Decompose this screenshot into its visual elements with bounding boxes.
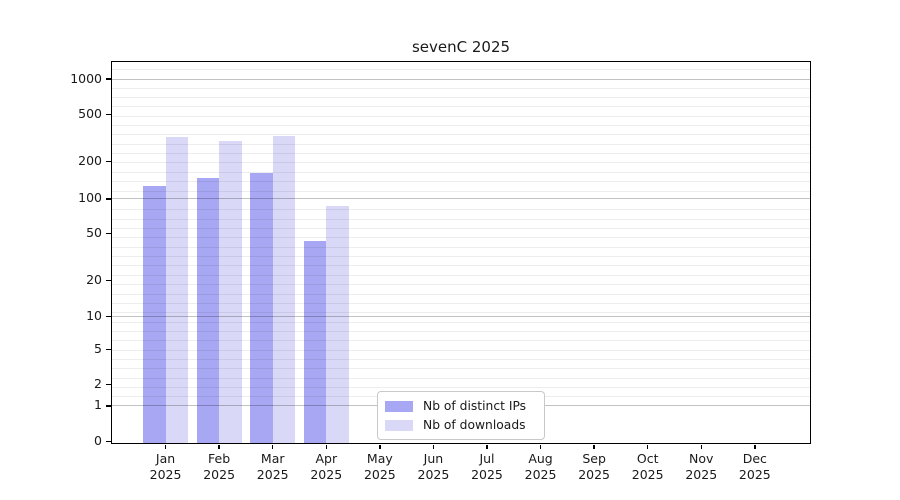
y-tick-mark — [106, 280, 111, 282]
x-tick-mark — [325, 444, 327, 449]
legend-label-downloads: Nb of downloads — [423, 418, 526, 432]
x-tick-mark — [486, 444, 488, 449]
x-tick-year: 2025 — [631, 467, 664, 482]
x-tick-year: 2025 — [738, 467, 771, 482]
x-tick-label: Aug 2025 — [511, 451, 571, 483]
y-tick-mark — [106, 440, 111, 443]
y-tick-label: 5 — [94, 340, 102, 356]
y-tick-label: 10 — [86, 307, 102, 323]
bar-downloads — [165, 137, 189, 443]
x-tick-year: 2025 — [685, 467, 718, 482]
y-tick-mark — [106, 315, 111, 318]
minor-gridline — [112, 68, 810, 70]
x-tick-label: Jan 2025 — [136, 451, 196, 483]
minor-gridline — [112, 143, 810, 145]
x-tick-label: Jul 2025 — [457, 451, 517, 483]
x-tick-year: 2025 — [363, 467, 396, 482]
x-tick-mark — [379, 444, 381, 449]
legend-swatch-distinct-ips — [385, 400, 413, 412]
x-tick-year: 2025 — [256, 467, 289, 482]
y-tick-label: 50 — [86, 225, 102, 241]
y-tick-mark — [106, 348, 111, 350]
minor-gridline — [112, 96, 810, 98]
x-tick-mark — [700, 444, 702, 449]
x-tick-mark — [432, 444, 435, 449]
y-tick-mark — [106, 405, 111, 407]
chart-title: sevenC 2025 — [411, 38, 511, 56]
y-tick-mark — [106, 232, 111, 235]
bar-distinct-ips — [196, 177, 220, 443]
x-tick-year: 2025 — [524, 467, 557, 482]
bar-distinct-ips — [250, 173, 273, 443]
x-tick-mark — [646, 444, 649, 449]
x-tick-mark — [754, 444, 756, 449]
x-tick-label: Apr 2025 — [296, 451, 356, 483]
y-tick-label: 1000 — [70, 70, 102, 86]
minor-gridline — [112, 153, 810, 155]
x-tick-year: 2025 — [310, 467, 343, 482]
x-tick-label: May 2025 — [350, 451, 410, 483]
legend-item-distinct-ips: Nb of distinct IPs — [385, 399, 534, 413]
y-tick-label: 500 — [78, 105, 102, 121]
legend: Nb of distinct IPs Nb of downloads — [377, 391, 545, 440]
legend-label-distinct-ips: Nb of distinct IPs — [423, 399, 527, 413]
y-tick-mark — [106, 113, 111, 116]
x-tick-mark — [164, 444, 167, 449]
x-tick-label: Dec 2025 — [725, 451, 785, 483]
x-tick-mark — [218, 444, 220, 449]
x-tick-year: 2025 — [203, 467, 236, 482]
legend-item-downloads: Nb of downloads — [385, 418, 534, 432]
y-tick-label: 100 — [78, 190, 102, 206]
minor-gridline — [112, 106, 810, 108]
x-tick-label: Feb 2025 — [189, 451, 249, 483]
bar-distinct-ips — [143, 186, 166, 443]
x-tick-label: Jun 2025 — [403, 451, 463, 483]
minor-gridline — [112, 87, 810, 89]
y-tick-mark — [106, 383, 111, 385]
x-tick-mark — [539, 444, 542, 449]
x-tick-label: Mar 2025 — [243, 451, 303, 483]
y-tick-mark — [106, 160, 111, 163]
y-tick-label: 200 — [78, 153, 102, 169]
x-tick-label: Oct 2025 — [618, 451, 678, 483]
bar-downloads — [219, 140, 242, 443]
legend-swatch-downloads — [385, 419, 413, 431]
x-tick-mark — [593, 444, 595, 449]
bar-downloads — [272, 135, 296, 443]
x-tick-label: Sep 2025 — [564, 451, 624, 483]
minor-gridline — [112, 134, 810, 136]
y-tick-label: 1 — [94, 397, 102, 413]
minor-gridline — [112, 162, 810, 164]
x-tick-year: 2025 — [417, 467, 450, 482]
x-tick-year: 2025 — [471, 467, 503, 482]
plot-inner: 0 1 2 5 10 20 50 100 200 500 1000 Jan 2025 Feb 2025 Mar… — [70, 62, 810, 482]
y-tick-label: 20 — [86, 272, 102, 288]
x-tick-label: Nov 2025 — [671, 451, 731, 483]
y-tick-mark — [106, 78, 111, 80]
x-tick-mark — [272, 444, 274, 449]
bar-distinct-ips — [303, 240, 327, 443]
y-tick-label: 0 — [94, 432, 102, 448]
bar-downloads — [326, 205, 349, 443]
x-tick-year: 2025 — [149, 467, 182, 482]
minor-gridline — [112, 125, 810, 127]
minor-gridline — [112, 115, 810, 117]
y-tick-label: 2 — [94, 375, 102, 391]
major-gridline — [112, 78, 810, 80]
minor-gridline — [112, 171, 810, 173]
plot-area: 0 1 2 5 10 20 50 100 200 500 1000 Jan 2025 Feb 2025 Mar… — [70, 61, 811, 482]
x-tick-year: 2025 — [578, 467, 611, 482]
y-tick-mark — [106, 198, 111, 200]
